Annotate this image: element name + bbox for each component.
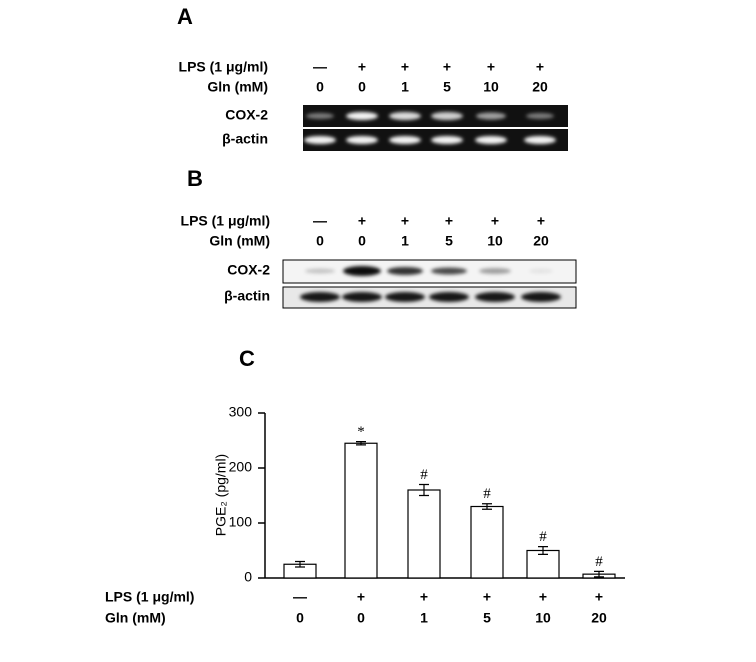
lps-sign: + bbox=[491, 213, 499, 229]
band bbox=[526, 113, 554, 119]
x-tick-label: 20 bbox=[591, 610, 607, 626]
x-tick-label: + bbox=[420, 589, 428, 605]
band bbox=[346, 136, 378, 144]
error-bar bbox=[482, 503, 492, 510]
lps-sign: + bbox=[358, 59, 366, 75]
error-bar bbox=[594, 570, 604, 578]
gln-dose: 20 bbox=[532, 79, 548, 95]
band bbox=[300, 292, 340, 302]
gln-dose: 0 bbox=[316, 79, 324, 95]
y-tick-label: 300 bbox=[229, 404, 253, 420]
significance-mark: # bbox=[539, 529, 547, 545]
bar bbox=[407, 489, 441, 579]
band bbox=[429, 292, 469, 302]
band bbox=[305, 268, 335, 274]
blot-label: β-actin bbox=[224, 288, 270, 304]
significance-mark: # bbox=[595, 554, 603, 570]
gln-dose: 20 bbox=[533, 233, 549, 249]
lps-sign: + bbox=[445, 213, 453, 229]
y-tick-label: 100 bbox=[229, 514, 253, 530]
x-tick-label: + bbox=[539, 589, 547, 605]
bar bbox=[344, 442, 378, 579]
significance-mark: # bbox=[483, 486, 491, 502]
gln-dose: 0 bbox=[358, 233, 366, 249]
error-bar bbox=[538, 546, 548, 555]
x-tick-label: 0 bbox=[296, 610, 304, 626]
blot-label: COX-2 bbox=[225, 107, 268, 123]
band bbox=[389, 136, 421, 144]
gln-dose: 0 bbox=[358, 79, 366, 95]
band bbox=[304, 136, 336, 144]
error-bar bbox=[295, 560, 305, 568]
band bbox=[346, 112, 378, 120]
gel-strip bbox=[282, 259, 577, 284]
row-label: LPS (1 μg/ml) bbox=[105, 589, 194, 605]
significance-mark: # bbox=[420, 467, 428, 483]
x-tick-label: 10 bbox=[535, 610, 551, 626]
gln-dose: 5 bbox=[443, 79, 451, 95]
band bbox=[475, 136, 507, 144]
row-label: Gln (mM) bbox=[207, 79, 268, 95]
band bbox=[479, 268, 511, 274]
y-tick-label: 0 bbox=[244, 569, 252, 585]
blot-label: β-actin bbox=[222, 131, 268, 147]
row-label: Gln (mM) bbox=[105, 610, 166, 626]
y-tick-label: 200 bbox=[229, 459, 253, 475]
gln-dose: 5 bbox=[445, 233, 453, 249]
lps-sign: + bbox=[401, 213, 409, 229]
x-tick-label: 0 bbox=[357, 610, 365, 626]
panel-label: A bbox=[177, 4, 193, 29]
band bbox=[389, 112, 421, 120]
lps-sign: + bbox=[487, 59, 495, 75]
gln-dose: 10 bbox=[483, 79, 499, 95]
x-tick-label: + bbox=[357, 589, 365, 605]
blot-label: COX-2 bbox=[227, 262, 270, 278]
band bbox=[524, 136, 556, 144]
bar bbox=[526, 549, 560, 579]
lps-sign: + bbox=[443, 59, 451, 75]
x-tick-label: + bbox=[595, 589, 603, 605]
significance-mark: * bbox=[357, 424, 365, 440]
gel-a bbox=[303, 105, 568, 151]
band bbox=[475, 292, 515, 302]
x-tick-label: 5 bbox=[483, 610, 491, 626]
gln-dose: 10 bbox=[487, 233, 503, 249]
band bbox=[431, 136, 463, 144]
error-bar bbox=[356, 441, 366, 446]
gel-b bbox=[282, 259, 577, 309]
band bbox=[343, 266, 381, 276]
gln-dose: 1 bbox=[401, 233, 409, 249]
band bbox=[342, 292, 382, 302]
band bbox=[431, 112, 463, 120]
panel-label: C bbox=[239, 346, 255, 371]
lps-sign: + bbox=[358, 213, 366, 229]
band bbox=[521, 292, 561, 302]
bar bbox=[470, 505, 504, 579]
band bbox=[529, 269, 553, 273]
gln-dose: 0 bbox=[316, 233, 324, 249]
row-label: Gln (mM) bbox=[209, 233, 270, 249]
panel-label: B bbox=[187, 166, 203, 191]
row-label: LPS (1 μg/ml) bbox=[181, 213, 270, 229]
lps-sign: — bbox=[313, 213, 327, 229]
lps-sign: — bbox=[313, 59, 327, 75]
x-tick-label: + bbox=[483, 589, 491, 605]
band bbox=[431, 267, 467, 275]
band bbox=[476, 112, 506, 120]
error-bar bbox=[419, 483, 429, 497]
y-axis-label: PGE₂ (pg/ml) bbox=[213, 454, 229, 536]
row-label: LPS (1 μg/ml) bbox=[179, 59, 268, 75]
x-tick-label: 1 bbox=[420, 610, 428, 626]
band bbox=[387, 267, 423, 275]
lps-sign: + bbox=[537, 213, 545, 229]
band bbox=[385, 292, 425, 302]
x-tick-label: — bbox=[293, 589, 307, 605]
lps-sign: + bbox=[536, 59, 544, 75]
band bbox=[306, 113, 334, 119]
lps-sign: + bbox=[401, 59, 409, 75]
gln-dose: 1 bbox=[401, 79, 409, 95]
